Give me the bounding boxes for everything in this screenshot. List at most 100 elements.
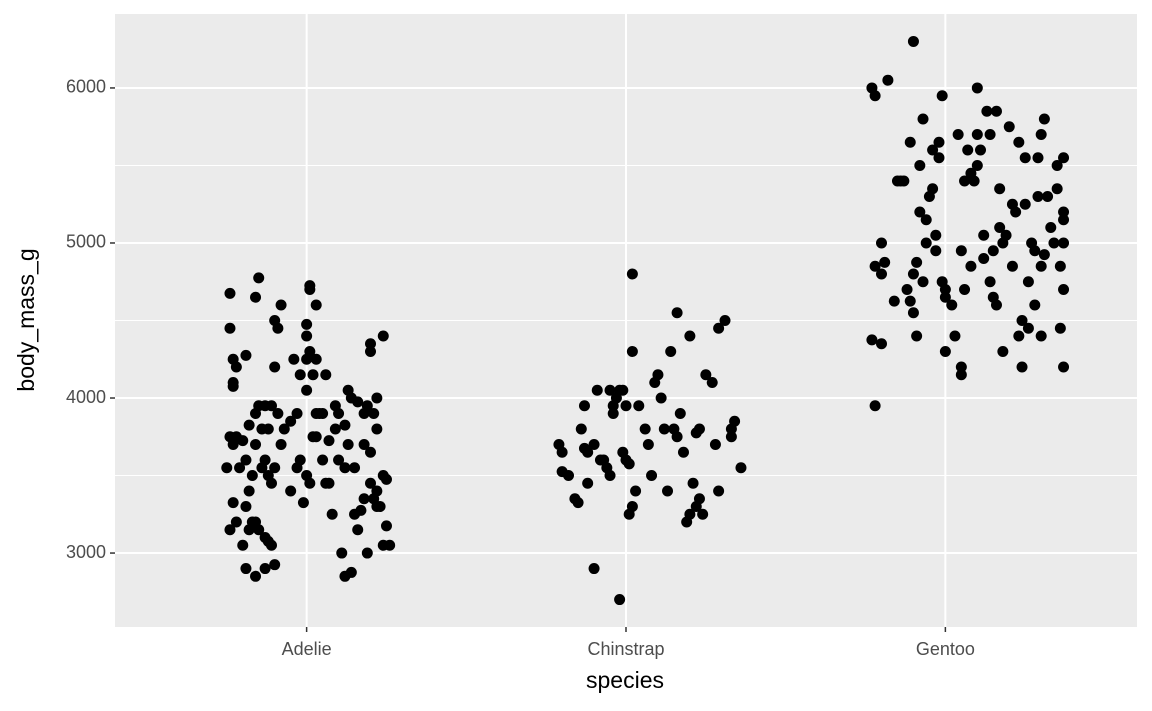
point bbox=[1022, 322, 1034, 334]
point bbox=[639, 423, 651, 435]
point bbox=[246, 470, 258, 482]
point bbox=[358, 493, 370, 505]
point bbox=[984, 276, 996, 288]
point bbox=[904, 136, 916, 148]
point bbox=[939, 291, 951, 303]
point bbox=[927, 144, 939, 156]
point bbox=[361, 547, 373, 559]
point bbox=[365, 346, 376, 358]
point bbox=[1042, 190, 1054, 202]
point bbox=[240, 501, 252, 513]
point bbox=[272, 408, 284, 420]
point bbox=[971, 128, 983, 140]
point bbox=[1035, 128, 1047, 140]
point bbox=[371, 485, 383, 497]
point bbox=[265, 400, 277, 412]
point bbox=[1058, 237, 1070, 249]
point bbox=[674, 408, 686, 420]
point bbox=[224, 287, 236, 299]
point bbox=[876, 237, 887, 249]
point bbox=[907, 307, 919, 319]
point bbox=[725, 431, 737, 443]
point bbox=[655, 392, 667, 404]
point bbox=[380, 520, 392, 532]
point bbox=[329, 400, 341, 412]
point bbox=[250, 570, 262, 582]
x-axis-title: species bbox=[586, 667, 664, 693]
point bbox=[1058, 283, 1070, 295]
point bbox=[907, 35, 919, 47]
point bbox=[250, 439, 262, 451]
point bbox=[336, 547, 348, 559]
point bbox=[1006, 260, 1018, 272]
point bbox=[662, 485, 674, 497]
point bbox=[349, 508, 361, 520]
point bbox=[572, 497, 584, 509]
point bbox=[1022, 276, 1034, 288]
point bbox=[1058, 206, 1070, 218]
point bbox=[323, 435, 335, 447]
point bbox=[869, 400, 881, 412]
point bbox=[301, 353, 313, 365]
point bbox=[269, 361, 281, 373]
point bbox=[876, 338, 887, 350]
point bbox=[955, 369, 967, 381]
point bbox=[630, 485, 642, 497]
point bbox=[250, 408, 262, 420]
point bbox=[301, 318, 313, 330]
point bbox=[677, 446, 689, 458]
point bbox=[687, 477, 699, 489]
point bbox=[278, 423, 290, 435]
point bbox=[949, 330, 961, 342]
point bbox=[626, 346, 638, 358]
point bbox=[1019, 152, 1031, 164]
point bbox=[288, 353, 300, 365]
point bbox=[310, 408, 322, 420]
point bbox=[265, 477, 277, 489]
point bbox=[1038, 113, 1050, 125]
point bbox=[365, 477, 376, 489]
point bbox=[911, 256, 923, 268]
point bbox=[582, 477, 594, 489]
point bbox=[240, 454, 252, 466]
point bbox=[920, 237, 932, 249]
point bbox=[946, 299, 958, 311]
point bbox=[933, 152, 945, 164]
point bbox=[326, 508, 338, 520]
point bbox=[1029, 299, 1041, 311]
point bbox=[275, 439, 287, 451]
point bbox=[907, 268, 919, 280]
point bbox=[234, 462, 246, 474]
point bbox=[1051, 183, 1063, 195]
point bbox=[671, 431, 683, 443]
point bbox=[997, 346, 1009, 358]
point bbox=[917, 276, 929, 288]
point bbox=[250, 291, 262, 303]
point bbox=[243, 524, 255, 536]
point bbox=[253, 524, 265, 536]
point bbox=[713, 322, 725, 334]
point bbox=[358, 439, 370, 451]
point bbox=[917, 113, 929, 125]
point bbox=[265, 539, 277, 551]
point bbox=[607, 408, 619, 420]
point bbox=[285, 485, 297, 497]
point bbox=[227, 497, 239, 509]
point bbox=[693, 423, 705, 435]
point bbox=[1013, 330, 1025, 342]
point bbox=[310, 353, 322, 365]
point bbox=[317, 454, 329, 466]
point bbox=[365, 446, 376, 458]
point bbox=[339, 462, 351, 474]
point bbox=[320, 369, 332, 381]
point bbox=[987, 245, 999, 257]
point bbox=[879, 256, 891, 268]
point bbox=[895, 175, 907, 187]
x-tick-label: Chinstrap bbox=[587, 639, 664, 659]
point bbox=[965, 260, 977, 272]
point bbox=[269, 559, 281, 571]
point bbox=[588, 563, 600, 575]
point bbox=[259, 454, 271, 466]
point bbox=[1038, 249, 1050, 261]
point bbox=[227, 380, 239, 392]
